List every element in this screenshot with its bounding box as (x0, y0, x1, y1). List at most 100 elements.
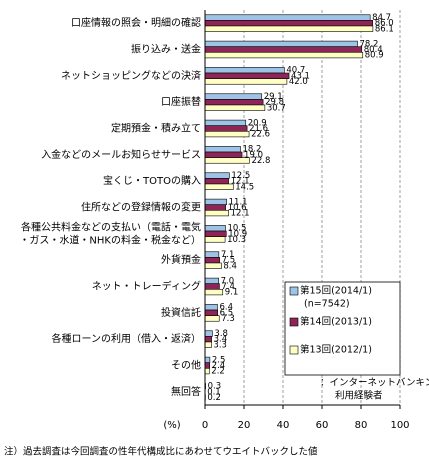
value-label: 7.1 (221, 250, 235, 260)
bar (204, 125, 248, 132)
value-label: 19.0 (244, 150, 263, 160)
value-label: 3.4 (214, 335, 228, 345)
bar (204, 172, 230, 179)
value-label: 10.6 (228, 203, 247, 213)
category-label: 投資信託 (161, 306, 201, 319)
bar (204, 315, 220, 322)
category-label: 各種ローンの利用（借入・返済） (52, 332, 202, 345)
bar (204, 183, 234, 190)
value-label: 2.2 (211, 367, 225, 377)
bar (204, 262, 222, 269)
value-label: 84.7 (372, 13, 391, 23)
value-label: 86.0 (375, 19, 394, 29)
legend-swatch (289, 286, 299, 296)
value-label: 14.5 (235, 182, 254, 192)
footnote: 注）過去調査は今回調査の性年代構成比にあわせてウエイトバックした値 (4, 446, 318, 458)
bar (204, 104, 266, 111)
value-label: 3.3 (213, 340, 227, 350)
value-label: 11.1 (229, 197, 248, 207)
bar (204, 210, 229, 217)
value-label: 9.1 (225, 288, 239, 298)
bar (204, 309, 218, 316)
category-label: 口座振替 (161, 95, 201, 108)
x-tick-label: 40 (277, 420, 290, 431)
bar (204, 341, 212, 348)
bar (204, 204, 226, 211)
x-tick-label: 60 (316, 420, 329, 431)
category-label: 各種公共料金などの支払い（電話・電気・ガス・水道・NHKの料金・税金など） (19, 220, 201, 246)
value-label: 0.1 (207, 387, 221, 397)
value-label: 7.3 (221, 314, 235, 324)
bar (204, 78, 288, 85)
value-label: 10.5 (227, 224, 246, 234)
legend-caption: 利用経験者 (335, 390, 383, 402)
value-label: 10.9 (228, 229, 247, 239)
bar (204, 20, 373, 27)
bar (204, 356, 211, 364)
value-label: 10.3 (227, 235, 246, 245)
value-label: 22.8 (251, 156, 270, 166)
value-label: 42.0 (289, 77, 308, 87)
category-label: ネット・トレーディング (92, 280, 201, 293)
bar (204, 198, 227, 206)
value-label: 20.9 (248, 118, 267, 128)
legend-box (284, 281, 401, 376)
bar (204, 178, 229, 185)
category-label: ネットショッピングなどの決済 (61, 69, 201, 82)
value-label: 80.9 (365, 51, 384, 61)
category-label: 住所などの登録情報の変更 (81, 201, 201, 214)
category-label: 宝くじ・TOTOの購入 (103, 174, 201, 187)
bar (204, 362, 210, 369)
x-tick-label: 80 (355, 420, 368, 431)
x-tick-label: 100 (390, 420, 409, 431)
bar (204, 225, 226, 232)
category-label: 入金などのメールお知らせサービス (41, 148, 201, 161)
legend-note: (n=7542) (304, 299, 350, 310)
value-label: 22.6 (251, 130, 270, 140)
value-label: 78.2 (359, 39, 378, 49)
bar (204, 157, 250, 164)
category-label: 外貨預金 (161, 253, 201, 266)
value-label: 12.1 (231, 177, 250, 187)
bar (204, 25, 374, 32)
value-label: 2.4 (212, 361, 226, 371)
bar (204, 99, 264, 106)
bar (204, 277, 219, 285)
bar (204, 93, 263, 100)
value-label: 12.1 (231, 209, 250, 219)
bar (204, 51, 364, 59)
value-label: 6.4 (219, 303, 233, 313)
legend-label: 第13回(2012/1) (300, 344, 372, 356)
value-label: 29.1 (264, 92, 283, 102)
value-label: 40.7 (286, 66, 305, 76)
category-label: 振り込み・送金 (131, 43, 201, 56)
legend-swatch (289, 317, 299, 327)
value-label: 7.4 (221, 282, 235, 292)
legend-swatch (289, 345, 299, 355)
bar (204, 288, 224, 296)
bar (204, 72, 290, 79)
category-label: その他 (171, 359, 201, 372)
value-label: 43.1 (291, 71, 310, 81)
value-label: 8.4 (223, 261, 237, 271)
value-label: 12.5 (231, 171, 250, 181)
value-label: 80.4 (364, 45, 383, 55)
bar (204, 336, 212, 343)
category-label: 無回答 (171, 385, 201, 398)
value-label: 0.2 (207, 393, 221, 403)
value-label: 2.5 (212, 355, 226, 365)
bar (204, 131, 250, 138)
bar (204, 283, 220, 290)
value-label: 7.5 (222, 256, 236, 266)
value-label: 21.6 (249, 124, 268, 134)
value-label: 7.0 (221, 276, 235, 286)
bar (204, 146, 241, 153)
bar (204, 46, 363, 53)
x-tick-label: 20 (238, 420, 251, 431)
category-label: 定期預金・積み立て (111, 122, 201, 135)
bar (204, 236, 226, 243)
bar (204, 304, 218, 311)
x-tick-label: 0 (202, 420, 208, 431)
bar (204, 40, 358, 47)
